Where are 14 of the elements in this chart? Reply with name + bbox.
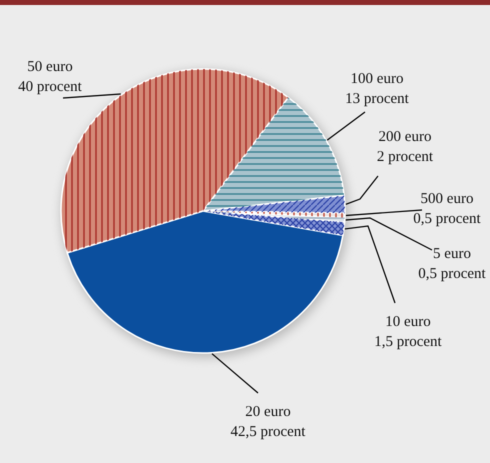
data-label: 42,5 procent bbox=[230, 424, 306, 440]
slice-label: 10 euro bbox=[385, 314, 431, 330]
slice-label: 5 euro bbox=[433, 246, 471, 262]
slice-label: 500 euro bbox=[420, 191, 474, 207]
data-label: 0,5 procent bbox=[413, 211, 482, 227]
slice-label: 50 euro bbox=[27, 59, 73, 75]
data-label: 13 procent bbox=[345, 91, 410, 107]
slice-label: 100 euro bbox=[350, 71, 404, 87]
data-label: 2 procent bbox=[376, 149, 434, 165]
data-label: 1,5 procent bbox=[374, 334, 443, 350]
slice-label: 20 euro bbox=[245, 404, 291, 420]
data-label: 40 procent bbox=[18, 79, 83, 95]
slice-label: 200 euro bbox=[378, 129, 432, 145]
data-label: 0,5 procent bbox=[418, 266, 487, 282]
